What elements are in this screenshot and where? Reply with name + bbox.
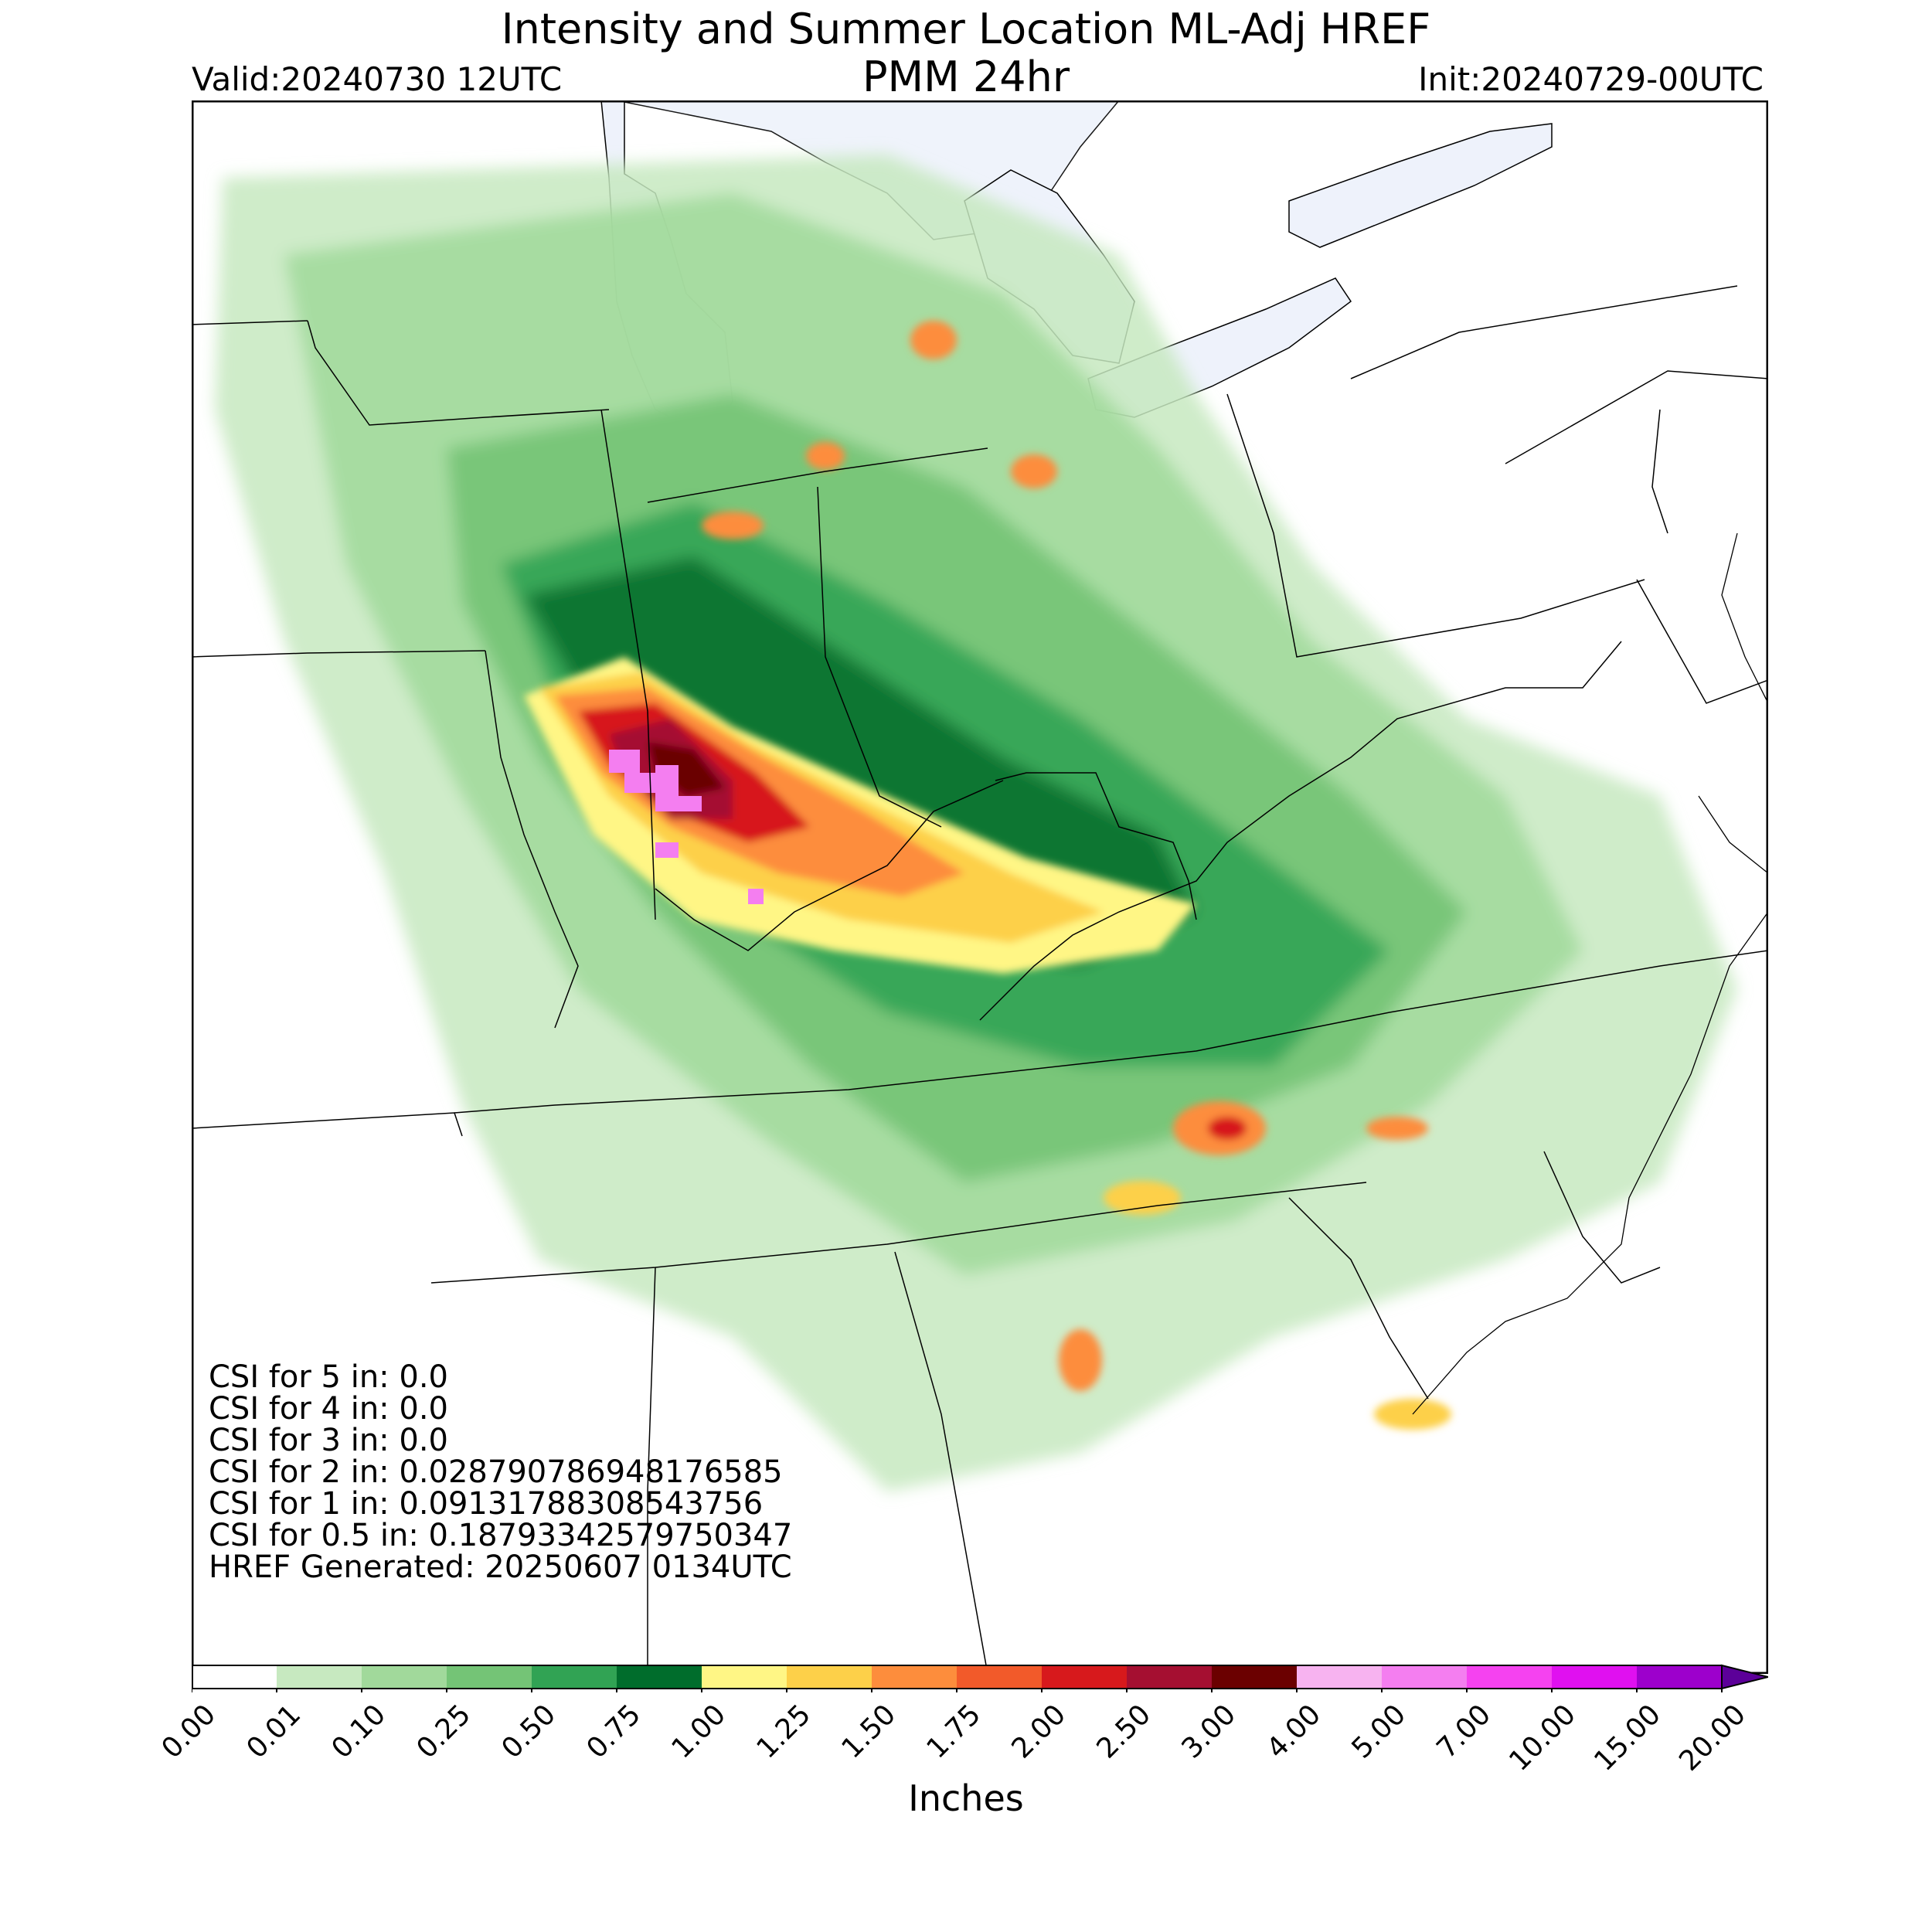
precip-field — [215, 155, 1737, 1492]
csi-5in: CSI for 5 in: 0.0 — [209, 1359, 448, 1395]
colorbar-tick-label: 3.00 — [1175, 1699, 1242, 1765]
colorbar-tick-label: 10.00 — [1503, 1699, 1582, 1777]
colorbar-segment — [1552, 1665, 1638, 1689]
colorbar-segment — [1637, 1665, 1723, 1689]
colorbar-segment — [1382, 1665, 1468, 1689]
colorbar-tick-label: 7.00 — [1430, 1699, 1497, 1765]
csi-stats: CSI for 5 in: 0.0 CSI for 4 in: 0.0 CSI … — [209, 1362, 792, 1583]
colorbar-segment — [532, 1665, 617, 1689]
colorbar-tick-label: 0.01 — [240, 1699, 307, 1765]
colorbar-segment — [1042, 1665, 1128, 1689]
state-borders — [192, 285, 1768, 1674]
map-subtitle: PMM 24hr — [862, 53, 1070, 101]
valid-time: Valid:20240730 12UTC — [192, 60, 563, 98]
colorbar-extend-arrow — [1721, 1664, 1768, 1690]
colorbar-tick-label: 1.00 — [665, 1699, 732, 1765]
colorbar-segment — [192, 1665, 277, 1689]
csi-1in: CSI for 1 in: 0.0913178830854375​6 — [209, 1486, 764, 1522]
colorbar-tick-label: 5.00 — [1345, 1699, 1412, 1765]
colorbar-tick-label: 0.75 — [580, 1699, 647, 1765]
colorbar-segment — [1467, 1665, 1553, 1689]
csi-3in: CSI for 3 in: 0.0 — [209, 1423, 448, 1458]
colorbar-tick-label: 0.25 — [410, 1699, 477, 1765]
colorbar-segment — [872, 1665, 957, 1689]
colorbar-tick-label: 2.50 — [1090, 1699, 1157, 1765]
init-time: Init:20240729-00UTC — [1418, 60, 1764, 98]
colorbar-tick-label: 0.00 — [155, 1699, 222, 1765]
colorbar-tick-label: 0.50 — [495, 1699, 562, 1765]
coastline — [1412, 532, 1768, 1415]
colorbar-tick-label: 4.00 — [1260, 1699, 1327, 1765]
csi-4in: CSI for 4 in: 0.0 — [209, 1391, 448, 1427]
colorbar-units: Inches — [908, 1777, 1024, 1819]
csi-0.5in: CSI for 0.5 in: 0.18793342579750347 — [209, 1518, 793, 1553]
colorbar-segment — [362, 1665, 447, 1689]
colorbar-segment — [277, 1665, 362, 1689]
colorbar-segment — [1212, 1665, 1298, 1689]
colorbar-segment — [1127, 1665, 1213, 1689]
colorbar-tick-label: 1.50 — [835, 1699, 902, 1765]
colorbar-tick-label: 15.00 — [1588, 1699, 1667, 1777]
csi-2in: CSI for 2 in: 0.028790786948176585 — [209, 1454, 783, 1490]
colorbar-segment — [957, 1665, 1043, 1689]
colorbar — [192, 1664, 1768, 1692]
colorbar-tick-label: 2.00 — [1005, 1699, 1072, 1765]
colorbar-segment — [447, 1665, 532, 1689]
colorbar-tick-label: 0.10 — [325, 1699, 392, 1765]
colorbar-tick-label: 1.75 — [920, 1699, 987, 1765]
colorbar-tick-label: 1.25 — [750, 1699, 817, 1765]
colorbar-segment — [1297, 1665, 1383, 1689]
heavy-core — [609, 750, 764, 904]
precipitation-map — [192, 100, 1768, 1674]
map-title: Intensity and Summer Location ML-Adj HRE… — [501, 5, 1431, 53]
secondary-cells — [702, 321, 1451, 1430]
colorbar-segment — [702, 1665, 787, 1689]
colorbar-segment — [787, 1665, 872, 1689]
href-generated: HREF Generated: 20250607 0134UTC — [209, 1549, 792, 1585]
colorbar-tick-label: 20.00 — [1673, 1699, 1752, 1777]
colorbar-segment — [617, 1665, 702, 1689]
